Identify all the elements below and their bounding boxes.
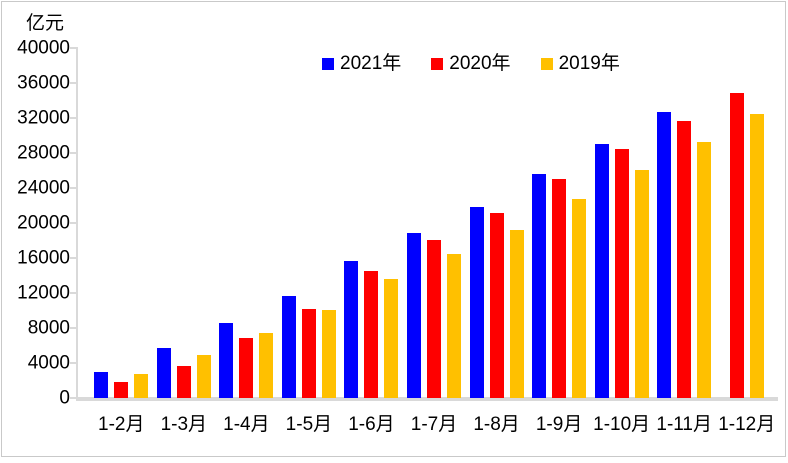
bar-group [90, 48, 153, 398]
legend-color-swatch [322, 58, 334, 70]
bar-group [153, 48, 216, 398]
x-axis-label: 1-9月 [535, 414, 583, 435]
bar-2019年-1-6月 [384, 279, 399, 398]
y-axis-unit-label: 亿元 [26, 13, 65, 34]
y-tick [70, 362, 77, 364]
legend-label: 2020年 [449, 53, 511, 74]
y-tick [70, 257, 77, 259]
y-tick [70, 47, 77, 49]
bar-2020年-1-5月 [301, 309, 316, 398]
y-tick-label: 12000 [17, 282, 70, 304]
legend-item: 2021年 [322, 53, 401, 75]
y-tick-label: 8000 [27, 317, 70, 339]
bar-2019年-1-11月 [697, 142, 712, 398]
y-tick-label: 36000 [17, 72, 70, 94]
bar-group [278, 48, 341, 398]
y-tick [70, 397, 77, 399]
bar-2019年-1-10月 [634, 170, 649, 398]
bar-2020年-1-7月 [427, 240, 441, 398]
legend-label: 2021年 [340, 53, 402, 74]
bar-2019年-1-4月 [259, 333, 274, 398]
bar-2021年-1-4月 [219, 323, 234, 398]
x-axis-line [76, 397, 778, 401]
bar-group [403, 48, 466, 398]
plot-area [90, 48, 778, 398]
bar-group [340, 48, 403, 398]
bar-2020年-1-6月 [364, 271, 379, 398]
y-tick [70, 152, 77, 154]
y-tick-label: 24000 [17, 177, 70, 199]
bar-2021年-1-8月 [469, 207, 484, 398]
x-axis-label: 1-11月 [656, 414, 712, 435]
bar-2019年-1-2月 [134, 374, 149, 398]
bar-2019年-1-9月 [572, 199, 587, 398]
bar-2019年-1-12月 [749, 114, 764, 398]
bar-group [465, 48, 528, 398]
bar-2021年-1-5月 [281, 296, 296, 398]
bar-2019年-1-3月 [196, 355, 211, 398]
y-axis-line [76, 47, 78, 400]
bar-group [715, 48, 778, 398]
y-tick [70, 82, 77, 84]
x-axis-label: 1-7月 [410, 414, 458, 435]
x-axis-label: 1-10月 [593, 414, 651, 435]
bar-2020年-1-3月 [176, 366, 191, 398]
x-axis-label: 1-8月 [473, 414, 520, 435]
x-axis-label: 1-6月 [348, 414, 395, 435]
y-tick [70, 292, 77, 294]
bar-2021年-1-2月 [94, 372, 109, 398]
x-axis-label: 1-3月 [160, 414, 208, 435]
x-axis-label: 1-5月 [285, 414, 333, 435]
y-tick-label: 40000 [17, 37, 70, 59]
bar-2021年-1-7月 [407, 233, 421, 398]
bar-2021年-1-9月 [532, 174, 547, 398]
legend-item: 2020年 [431, 53, 511, 75]
x-axis-label: 1-4月 [223, 414, 270, 435]
bar-2020年-1-9月 [552, 179, 567, 398]
bar-2020年-1-10月 [614, 149, 629, 398]
bar-2020年-1-11月 [677, 121, 692, 398]
bar-2019年-1-5月 [321, 310, 336, 398]
bar-group [215, 48, 278, 398]
legend: 2021年 2020年 2019年 [322, 53, 620, 75]
legend-color-swatch [540, 58, 553, 70]
y-tick-label: 0 [59, 387, 70, 409]
legend-label: 2019年 [558, 53, 620, 74]
y-tick [70, 117, 77, 119]
y-tick [70, 187, 77, 189]
bar-2019年-1-8月 [509, 230, 524, 398]
x-axis-label: 1-12月 [718, 414, 776, 435]
x-axis-label: 1-2月 [98, 414, 145, 435]
bar-2020年-1-12月 [729, 93, 744, 398]
bar-group [653, 48, 716, 398]
bar-2021年-1-10月 [594, 144, 609, 398]
y-tick [70, 222, 77, 224]
y-tick-label: 16000 [17, 247, 70, 269]
bar-2021年-1-6月 [344, 261, 359, 398]
y-tick-label: 4000 [27, 352, 70, 374]
bar-2021年-1-3月 [156, 348, 171, 398]
bar-2020年-1-4月 [239, 338, 254, 398]
x-axis-labels: 1-2月 1-3月 1-4月 1-5月 1-6月 1-7月 1-8月 1-9月 1-10月 1-1… [90, 409, 778, 436]
y-tick-label: 28000 [17, 142, 70, 164]
bar-2020年-1-2月 [114, 382, 129, 398]
bar-2020年-1-8月 [489, 213, 504, 398]
legend-color-swatch [431, 58, 444, 70]
bar-group [590, 48, 653, 398]
y-tick-label: 32000 [17, 107, 70, 129]
bar-group [528, 48, 591, 398]
bar-2021年-1-11月 [657, 112, 672, 398]
legend-item: 2019年 [540, 53, 620, 75]
bar-2019年-1-7月 [447, 254, 461, 398]
y-tick [70, 327, 77, 329]
y-tick-label: 20000 [17, 212, 70, 234]
